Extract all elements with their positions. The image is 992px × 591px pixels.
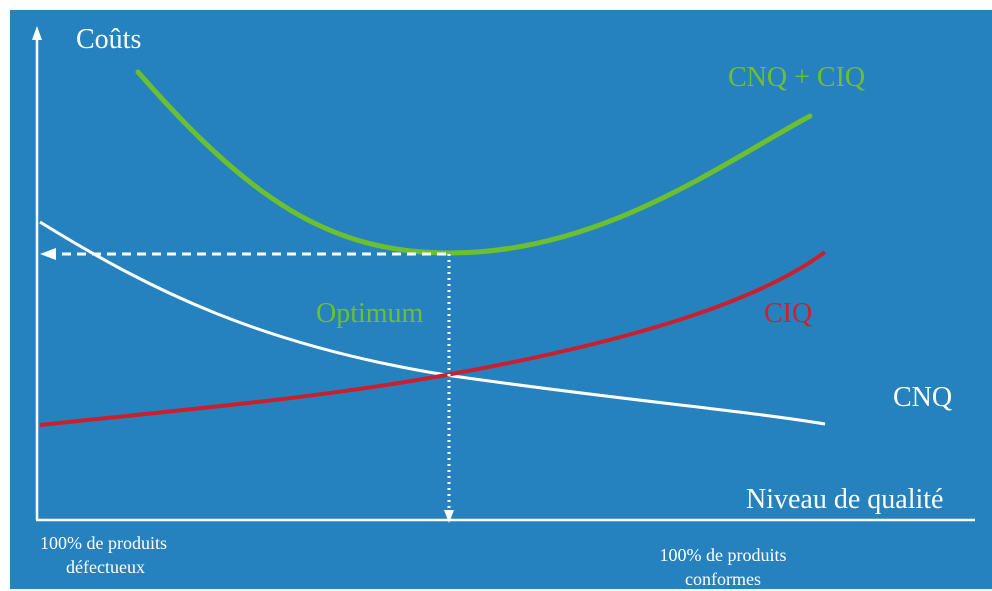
- right-extreme-line1: 100% de produits: [659, 545, 787, 565]
- cnq-curve-label: CNQ: [893, 382, 953, 413]
- right-extreme-label: 100% de produits conformes: [628, 543, 818, 591]
- total-cost-curve: [135, 69, 813, 256]
- total-curve-label: CNQ + CIQ: [728, 62, 866, 93]
- optimum-cost-arrowhead: [40, 248, 56, 260]
- left-extreme-line2: défectueux: [66, 557, 145, 577]
- ciq-curve-label: CIQ: [764, 298, 813, 329]
- right-extreme-line2: conformes: [685, 569, 761, 589]
- diagram-canvas: [10, 10, 992, 589]
- diagram-background: [10, 10, 992, 589]
- x-axis-label: Niveau de qualité: [746, 484, 944, 515]
- y-axis-arrowhead: [32, 26, 42, 40]
- optimum-quality-arrowhead: [444, 510, 454, 523]
- optimum-label: Optimum: [316, 298, 424, 329]
- left-extreme-label: 100% de produits défectueux: [40, 531, 230, 579]
- ciq-curve: [39, 250, 827, 427]
- y-axis-label: Coûts: [76, 24, 142, 55]
- left-extreme-line1: 100% de produits: [40, 533, 167, 553]
